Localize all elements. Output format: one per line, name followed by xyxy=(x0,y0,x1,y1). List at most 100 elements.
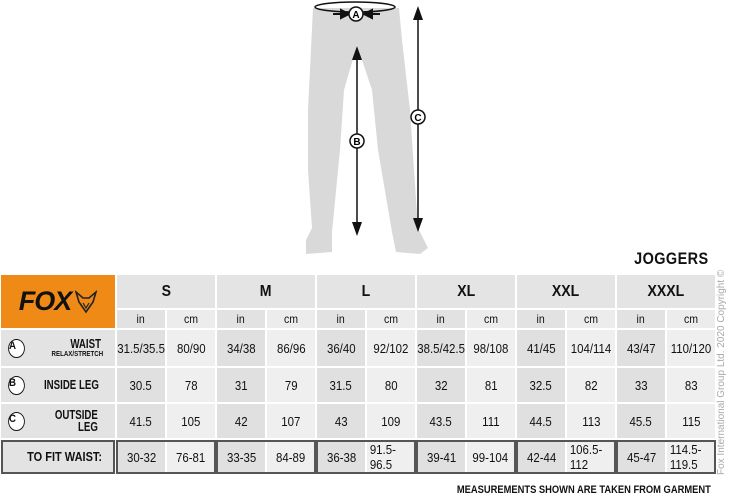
table-cell-text: 31 xyxy=(234,377,248,393)
table-cell: 86/96 xyxy=(267,330,315,366)
table-cell-text: 42 xyxy=(234,413,248,429)
table-cell-text: 111 xyxy=(482,413,500,429)
table-cell: 43 xyxy=(317,404,365,438)
fit-waist-label-text: TO FIT WAIST: xyxy=(26,450,102,464)
unit-in: in xyxy=(517,310,565,328)
joggers-silhouette xyxy=(306,8,428,254)
size-header-text: XXXL xyxy=(647,282,685,300)
footer-note: MEASUREMENTS SHOWN ARE TAKEN FROM GARMEN… xyxy=(456,484,711,496)
fox-logo: FOX xyxy=(1,275,115,328)
table-cell-text: 30-32 xyxy=(126,449,157,465)
table-cell: 80/90 xyxy=(167,330,215,366)
size-header: S xyxy=(117,275,215,308)
table-cell-text: 79 xyxy=(284,377,298,393)
table-cell-text: 104/114 xyxy=(570,340,612,356)
size-header: XXL xyxy=(517,275,615,308)
table-cell: 81 xyxy=(467,368,515,402)
table-cell: 33-35 xyxy=(218,442,265,472)
row-label-text: WAIST RELAX/STRETCH xyxy=(52,338,104,358)
table-cell: 31 xyxy=(217,368,265,402)
table-cell-text: 99-104 xyxy=(472,449,509,465)
unit-cm-text: cm xyxy=(183,312,199,326)
unit-cm-text: cm xyxy=(483,312,499,326)
row-label: C OUTSIDE LEG xyxy=(1,404,115,438)
table-cell-text: 92/102 xyxy=(373,340,409,356)
unit-in-text: in xyxy=(236,312,246,326)
table-cell: 114.5-119.5 xyxy=(667,442,714,472)
table-cell: 98/108 xyxy=(467,330,515,366)
table-cell-text: 42-44 xyxy=(526,449,557,465)
table-cell-text: 33 xyxy=(634,377,648,393)
row-label: B INSIDE LEG xyxy=(1,368,115,402)
table-cell-text: 113 xyxy=(581,413,601,429)
table-cell: 76-81 xyxy=(167,442,214,472)
table-cell: 80 xyxy=(367,368,415,402)
table-cell-text: 107 xyxy=(281,413,301,429)
fit-waist-group: 42-44 106.5-112 xyxy=(516,440,616,474)
table-cell-text: 41/45 xyxy=(526,340,556,356)
table-cell-text: 41.5 xyxy=(129,413,153,429)
table-cell: 44.5 xyxy=(517,404,565,438)
joggers-diagram: A B C xyxy=(306,1,428,254)
table-cell-text: 84-89 xyxy=(275,449,306,465)
table-cell-text: 36-38 xyxy=(326,449,357,465)
size-chart-table: FOX S M L XL XXL XXXL in cm in cm in cm in cm in cm in cm A… xyxy=(1,275,716,474)
product-title: JOGGERS xyxy=(634,249,709,268)
unit-in-text: in xyxy=(336,312,346,326)
table-cell: 115 xyxy=(667,404,715,438)
svg-text:A: A xyxy=(352,10,359,21)
table-cell: 42-44 xyxy=(518,442,565,472)
table-cell: 43.5 xyxy=(417,404,465,438)
row-label-text: INSIDE LEG xyxy=(40,379,102,392)
size-header-text: L xyxy=(361,282,371,300)
fit-waist-label: TO FIT WAIST: xyxy=(1,440,115,474)
fox-head-icon xyxy=(75,289,98,313)
table-cell: 36-38 xyxy=(318,442,365,472)
table-cell-text: 80/90 xyxy=(176,340,206,356)
table-cell: 99-104 xyxy=(467,442,514,472)
table-cell-text: 86/96 xyxy=(276,340,306,356)
size-header-text: XXL xyxy=(552,282,580,300)
marker-b: B xyxy=(349,133,365,149)
svg-text:C: C xyxy=(414,113,421,124)
marker-a-icon: A xyxy=(8,338,25,358)
table-cell: 34/38 xyxy=(217,330,265,366)
table-cell: 104/114 xyxy=(567,330,615,366)
table-cell: 105 xyxy=(167,404,215,438)
copyright-note: Fox International Group Ltd. 2020 Copyri… xyxy=(716,269,727,475)
table-cell: 41.5 xyxy=(117,404,165,438)
unit-cm: cm xyxy=(267,310,315,328)
unit-in: in xyxy=(317,310,365,328)
unit-in: in xyxy=(217,310,265,328)
unit-cm-text: cm xyxy=(583,312,599,326)
row-label-text: OUTSIDE LEG xyxy=(31,408,102,434)
marker-a: A xyxy=(348,6,364,22)
size-header-text: M xyxy=(260,282,272,300)
table-cell-text: 43/47 xyxy=(626,340,656,356)
table-cell: 45.5 xyxy=(617,404,665,438)
table-cell-text: 80 xyxy=(384,377,398,393)
brand-wordmark: FOX xyxy=(18,286,73,316)
table-cell: 36/40 xyxy=(317,330,365,366)
table-cell: 92/102 xyxy=(367,330,415,366)
svg-text:B: B xyxy=(353,137,360,148)
table-cell-text: 44.5 xyxy=(529,413,553,429)
unit-in-text: in xyxy=(536,312,546,326)
fit-waist-group: 39-41 99-104 xyxy=(416,440,516,474)
fit-waist-group: 33-35 84-89 xyxy=(216,440,316,474)
table-cell-text: 31.5/35.5 xyxy=(117,340,165,356)
table-cell-text: 39-41 xyxy=(426,449,457,465)
table-cell: 30.5 xyxy=(117,368,165,402)
unit-in: in xyxy=(117,310,165,328)
table-cell: 109 xyxy=(367,404,415,438)
table-cell: 41/45 xyxy=(517,330,565,366)
marker-c: C xyxy=(410,109,426,125)
table-cell: 111 xyxy=(467,404,515,438)
table-cell-text: 45-47 xyxy=(626,449,657,465)
table-cell: 32.5 xyxy=(517,368,565,402)
table-cell: 82 xyxy=(567,368,615,402)
table-cell-text: 91.5-96.5 xyxy=(369,442,396,472)
table-cell: 31.5 xyxy=(317,368,365,402)
table-cell-text: 78 xyxy=(184,377,198,393)
table-cell: 91.5-96.5 xyxy=(367,442,414,472)
